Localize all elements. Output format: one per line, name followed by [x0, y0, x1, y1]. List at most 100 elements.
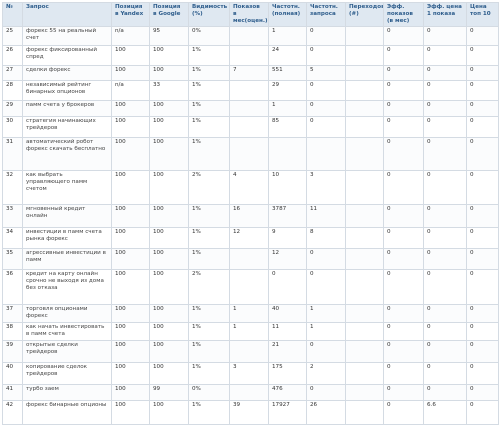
table-cell: 24 [268, 45, 307, 66]
table-cell: 0 [383, 384, 424, 401]
table-cell: 0 [466, 362, 499, 385]
table-cell: 100 [149, 137, 189, 171]
table-cell: 0 [383, 170, 424, 205]
table-cell: 0 [383, 269, 424, 305]
table-cell: 0 [306, 116, 346, 138]
table-cell: 0 [423, 384, 467, 401]
empty-cell [229, 80, 269, 101]
table-cell: 26 [306, 400, 346, 425]
table-cell: 1 [229, 322, 269, 341]
query-cell: как выбрать управляющего памм счетом [22, 170, 112, 205]
table-cell: 100 [149, 400, 189, 425]
table-cell: 1% [188, 400, 230, 425]
empty-cell [229, 26, 269, 46]
empty-cell [345, 340, 384, 363]
table-row: 34 инвестиции в памм счета рынка форекс 10… [2, 227, 499, 249]
table-cell: 100 [111, 362, 150, 385]
table-cell: 0 [383, 248, 424, 270]
table-cell: 1% [188, 65, 230, 81]
empty-cell [229, 116, 269, 138]
table-cell: 100 [149, 340, 189, 363]
table-row: 27 сделки форекс 100 100 1% 7 551 5 0 0 0 [2, 65, 499, 81]
table-cell: 100 [149, 227, 189, 249]
table-cell: 100 [149, 204, 189, 228]
table-cell: 1 [306, 304, 346, 323]
table-row: 40 копирование сделок трейдеров 100 100 1% 3 1… [2, 362, 499, 385]
table-cell: 100 [111, 400, 150, 425]
header-row: № Запрос Позиция в Yandex Позиция в Google В… [2, 2, 499, 27]
table-cell: 36 [2, 269, 23, 305]
table-cell: 100 [111, 340, 150, 363]
empty-cell [345, 45, 384, 66]
table-cell: 100 [111, 137, 150, 171]
query-cell: форекс фиксированный спред [22, 45, 112, 66]
column-header: Показов в мес(оцен.) [229, 2, 269, 27]
query-cell: как начать инвестировать в памм счета [22, 322, 112, 341]
table-cell: 0 [423, 26, 467, 46]
query-cell: турбо заем [22, 384, 112, 401]
table-cell: 100 [111, 45, 150, 66]
table-cell: 0 [466, 400, 499, 425]
table-cell: 0 [306, 340, 346, 363]
table-cell: 33 [2, 204, 23, 228]
table-row: 28 независимый рейтинг бинарных опционов n… [2, 80, 499, 101]
column-header: № [2, 2, 23, 27]
table-cell: 100 [149, 100, 189, 117]
table-cell: 100 [111, 304, 150, 323]
table-cell: 175 [268, 362, 307, 385]
table-cell: 40 [2, 362, 23, 385]
table-cell: 21 [268, 340, 307, 363]
table-cell: 0 [306, 269, 346, 305]
table-cell: 99 [149, 384, 189, 401]
table-cell: 1% [188, 45, 230, 66]
table-cell: 5 [306, 65, 346, 81]
table-cell: 11 [268, 322, 307, 341]
table-cell: 0 [268, 269, 307, 305]
table-cell: 0 [383, 400, 424, 425]
empty-cell [345, 116, 384, 138]
table-cell: 26 [2, 45, 23, 66]
table-cell: 0 [466, 269, 499, 305]
table-cell: 0 [423, 269, 467, 305]
query-cell: агрессивные инвестиции в памм [22, 248, 112, 270]
column-header: Частотн. запроса [306, 2, 346, 27]
column-header: Цена топ 10 [466, 2, 499, 27]
table-cell: 0 [306, 26, 346, 46]
table-row: 41 турбо заем 100 99 0% 476 0 0 0 0 [2, 384, 499, 401]
table-cell: n/a [111, 26, 150, 46]
table-cell: 2% [188, 269, 230, 305]
table-cell: 0 [423, 116, 467, 138]
table-cell: 100 [149, 269, 189, 305]
table-cell: 100 [149, 322, 189, 341]
table-cell: 42 [2, 400, 23, 425]
column-header: Позиция в Yandex [111, 2, 150, 27]
table-cell: 0 [466, 170, 499, 205]
table-cell: 0 [383, 100, 424, 117]
query-cell: стратегия начинающих трейдеров [22, 116, 112, 138]
empty-cell [229, 248, 269, 270]
table-cell: 29 [2, 100, 23, 117]
empty-cell [345, 100, 384, 117]
table-cell: 0 [423, 45, 467, 66]
table-cell: 100 [149, 304, 189, 323]
table-cell: 12 [229, 227, 269, 249]
table-cell: 0 [383, 26, 424, 46]
table-cell: 0 [423, 227, 467, 249]
empty-cell [306, 137, 346, 171]
table-cell: 0 [466, 384, 499, 401]
table-cell: 1 [306, 322, 346, 341]
table-cell: 0 [383, 65, 424, 81]
empty-cell [345, 204, 384, 228]
table-cell: n/a [111, 80, 150, 101]
empty-cell [229, 340, 269, 363]
table-cell: 100 [149, 248, 189, 270]
column-header: Видимость (%) [188, 2, 230, 27]
empty-cell [229, 269, 269, 305]
column-header: Эфф. цена 1 показа [423, 2, 467, 27]
table-row: 35 агрессивные инвестиции в памм 100 100 1% 1… [2, 248, 499, 270]
query-cell: автоматический робот форекс скачать бесп… [22, 137, 112, 171]
table-cell: 0 [423, 100, 467, 117]
table-cell: 100 [149, 116, 189, 138]
table-cell: 1% [188, 227, 230, 249]
